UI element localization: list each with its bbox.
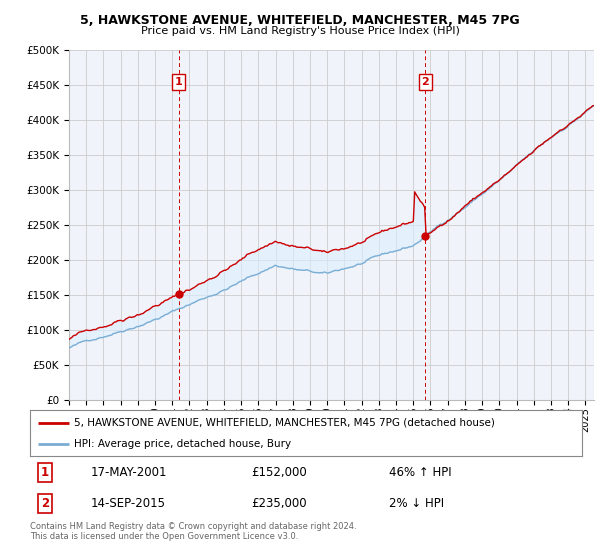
Text: 46% ↑ HPI: 46% ↑ HPI: [389, 466, 451, 479]
Text: Contains HM Land Registry data © Crown copyright and database right 2024.
This d: Contains HM Land Registry data © Crown c…: [30, 522, 356, 542]
Text: 2: 2: [41, 497, 49, 510]
Text: £235,000: £235,000: [251, 497, 307, 510]
Text: 5, HAWKSTONE AVENUE, WHITEFIELD, MANCHESTER, M45 7PG (detached house): 5, HAWKSTONE AVENUE, WHITEFIELD, MANCHES…: [74, 418, 495, 428]
Text: 2: 2: [422, 77, 430, 87]
Text: 14-SEP-2015: 14-SEP-2015: [91, 497, 166, 510]
Text: 2% ↓ HPI: 2% ↓ HPI: [389, 497, 444, 510]
Text: 1: 1: [41, 466, 49, 479]
Text: 5, HAWKSTONE AVENUE, WHITEFIELD, MANCHESTER, M45 7PG: 5, HAWKSTONE AVENUE, WHITEFIELD, MANCHES…: [80, 14, 520, 27]
Text: HPI: Average price, detached house, Bury: HPI: Average price, detached house, Bury: [74, 439, 291, 449]
Text: Price paid vs. HM Land Registry's House Price Index (HPI): Price paid vs. HM Land Registry's House …: [140, 26, 460, 36]
Text: 1: 1: [175, 77, 182, 87]
Text: £152,000: £152,000: [251, 466, 307, 479]
Text: 17-MAY-2001: 17-MAY-2001: [91, 466, 167, 479]
